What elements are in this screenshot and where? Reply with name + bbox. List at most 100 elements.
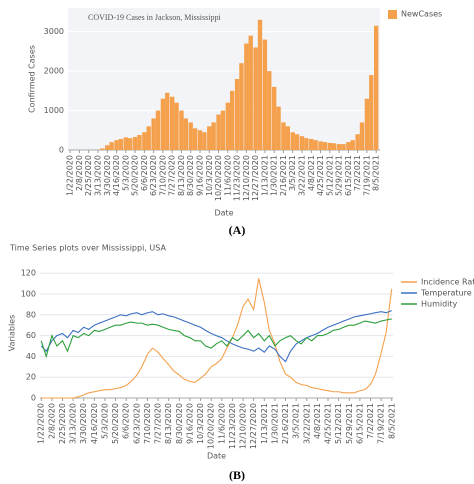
line	[40, 318, 392, 359]
x-tick-label: 5/3/2020	[100, 403, 109, 439]
x-tick-label: 12/27/2020	[251, 155, 260, 201]
bar	[188, 122, 193, 150]
x-tick-label: 11/6/2020	[217, 403, 226, 444]
x-tick-label: 5/29/2021	[345, 403, 354, 444]
x-tick-label: 5/20/2020	[131, 155, 140, 196]
bar	[183, 118, 188, 150]
y-tick-label: 40	[26, 352, 36, 361]
bar	[262, 39, 268, 150]
bar	[174, 102, 179, 150]
x-tick-label: 10/3/2020	[196, 403, 205, 444]
caption: (A)	[229, 223, 246, 237]
x-tick-label: 5/29/2021	[335, 155, 344, 196]
x-tick-label: 12/10/2020	[239, 403, 248, 449]
bar	[285, 126, 290, 150]
x-tick-label: 9/16/2020	[185, 403, 194, 444]
bar	[142, 132, 147, 150]
x-tick-label: 10/20/2020	[207, 403, 216, 449]
y-tick-label: 0	[59, 146, 64, 155]
bar	[327, 142, 332, 150]
bar	[248, 35, 253, 150]
x-tick-label: 10/3/2020	[205, 155, 214, 196]
x-tick-label: 10/20/2020	[214, 155, 223, 201]
bar	[309, 138, 314, 150]
bar	[216, 114, 221, 150]
x-tick-label: 6/6/2020	[140, 155, 149, 191]
bar	[220, 110, 226, 150]
x-axis-label: Date	[214, 209, 233, 218]
x-tick-label: 8/5/2021	[387, 403, 396, 439]
x-tick-label: 2/25/2020	[84, 155, 93, 196]
bar	[100, 148, 105, 150]
y-axis-label: Variables	[8, 315, 17, 352]
x-tick-label: 12/27/2020	[249, 403, 258, 449]
bar	[257, 19, 263, 151]
line	[41, 278, 393, 399]
bar	[346, 142, 351, 150]
x-tick-label: 1/22/2020	[37, 403, 46, 444]
x-tick-label: 12/10/2020	[242, 155, 251, 201]
bar	[336, 144, 342, 150]
x-tick-label: 3/22/2021	[298, 155, 307, 196]
chart-title: Time Series plots over Mississippi, USA	[9, 244, 166, 253]
chart-title: COVID-19 Cases in Jackson, Mississippi	[88, 13, 221, 22]
x-tick-label: 4/25/2021	[316, 155, 325, 196]
x-tick-label: 2/25/2020	[58, 403, 67, 444]
bar	[322, 142, 328, 150]
y-tick-label: 60	[26, 331, 36, 340]
bar	[234, 79, 240, 150]
x-tick-label: 4/25/2021	[324, 403, 333, 444]
x-tick-label: 11/23/2020	[228, 403, 237, 449]
bar	[192, 128, 198, 150]
x-tick-label: 7/19/2021	[377, 403, 386, 444]
legend-label: NewCases	[401, 10, 442, 19]
x-tick-label: 7/10/2020	[143, 403, 152, 444]
x-tick-label: 6/23/2020	[132, 403, 141, 444]
bar	[239, 63, 244, 150]
bar	[341, 144, 346, 150]
x-tick-label: 6/15/2021	[355, 403, 364, 444]
x-tick-label: 5/20/2020	[111, 403, 120, 444]
bar	[281, 122, 286, 150]
bar	[118, 138, 124, 150]
bar	[114, 140, 119, 150]
x-tick-label: 5/12/2021	[325, 155, 334, 196]
bar	[294, 134, 300, 150]
bar	[109, 142, 114, 150]
x-tick-label: 4/16/2020	[90, 403, 99, 444]
x-tick-label: 1/30/2021	[270, 155, 279, 196]
bar	[165, 92, 170, 150]
x-tick-label: 8/30/2020	[175, 403, 184, 444]
x-tick-label: 3/22/2021	[302, 403, 311, 444]
x-tick-label: 5/3/2020	[121, 155, 130, 191]
y-axis-label: Confirmed Cases	[28, 45, 37, 113]
x-tick-label: 1/22/2020	[66, 155, 75, 196]
bar	[304, 138, 309, 150]
x-tick-label: 4/16/2020	[112, 155, 121, 196]
bar	[355, 134, 360, 150]
x-axis-label: Date	[207, 452, 226, 461]
bar	[170, 96, 175, 150]
x-tick-label: 7/27/2020	[168, 155, 177, 196]
line	[40, 310, 392, 363]
legend-label: Temperature	[420, 289, 472, 298]
x-tick-label: 8/30/2020	[186, 155, 195, 196]
bar	[374, 25, 379, 150]
y-tick-label: 0	[31, 394, 36, 403]
x-tick-label: 3/5/2021	[292, 403, 301, 439]
y-tick-label: 3000	[44, 27, 64, 36]
x-tick-label: 2/8/2020	[47, 403, 56, 439]
y-tick-label: 80	[26, 310, 36, 319]
x-tick-label: 6/6/2020	[122, 403, 131, 439]
bar	[179, 110, 184, 150]
bar	[272, 86, 277, 150]
x-tick-label: 9/16/2020	[196, 155, 205, 196]
x-tick-label: 5/12/2021	[334, 403, 343, 444]
bar	[202, 132, 207, 150]
bar	[364, 98, 370, 150]
bar	[267, 71, 272, 150]
x-tick-label: 7/19/2021	[362, 155, 371, 196]
bar	[369, 75, 374, 150]
legend-label: Humidity	[421, 300, 458, 309]
bar	[350, 140, 355, 150]
